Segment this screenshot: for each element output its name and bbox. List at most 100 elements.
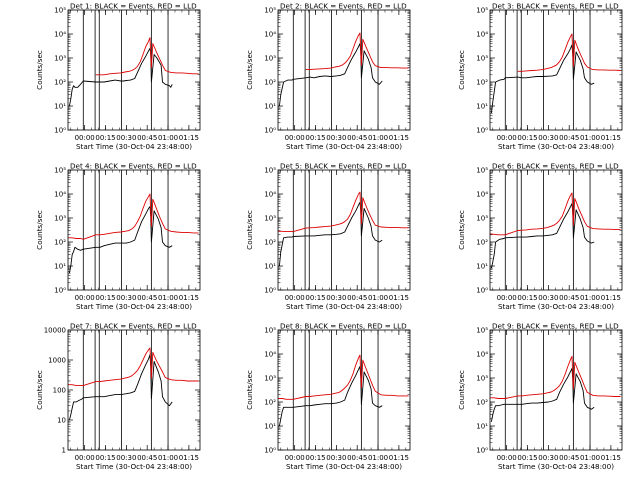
plot-frame: [277, 9, 411, 131]
panel-title: Det 4: BLACK = Events, RED = LLD: [70, 162, 197, 171]
y-axis-label: Counts/sec: [35, 370, 44, 410]
x-tick-label: 01:15: [601, 134, 621, 142]
x-tick-label: 00:30: [116, 134, 136, 142]
panel-title: Det 3: BLACK = Events, RED = LLD: [492, 2, 619, 11]
events-series-line: [278, 201, 383, 267]
y-tick-label: 1: [62, 447, 66, 455]
y-tick-label: 10⁵: [264, 7, 276, 15]
x-tick-label: 00:00: [285, 134, 305, 142]
events-series-line: [68, 206, 173, 274]
y-tick-label: 10³: [54, 55, 66, 63]
y-tick-label: 10²: [476, 239, 488, 247]
plot-frame: [67, 9, 201, 131]
x-tick-label: 00:15: [305, 454, 325, 462]
x-tick-label: 00:45: [347, 294, 367, 302]
y-tick-label: 10¹: [264, 263, 276, 271]
y-tick-label: 10⁴: [476, 31, 488, 39]
x-tick-label: 00:45: [559, 134, 579, 142]
y-tick-label: 1000: [48, 357, 66, 365]
y-tick-label: 10⁵: [476, 327, 488, 335]
x-tick-label: 00:00: [75, 454, 95, 462]
panel-title: Det 1: BLACK = Events, RED = LLD: [70, 2, 197, 11]
x-tick-label: 01:00: [368, 134, 388, 142]
y-axis-label: Counts/sec: [457, 370, 466, 410]
y-tick-label: 10¹: [54, 103, 66, 111]
x-tick-label: 00:15: [305, 134, 325, 142]
x-axis-label: Start Time (30-Oct-04 23:48:00): [76, 462, 192, 471]
y-tick-label: 10⁵: [264, 167, 276, 175]
events-series-line: [68, 47, 173, 107]
x-tick-label: 01:00: [158, 294, 178, 302]
x-tick-label: 00:15: [517, 134, 537, 142]
y-tick-label: 10¹: [476, 263, 488, 271]
y-tick-label: 10¹: [476, 103, 488, 111]
events-series-line: [278, 366, 383, 427]
y-axis-label: Counts/sec: [457, 50, 466, 90]
y-tick-label: 10⁴: [264, 351, 276, 359]
events-series-line: [68, 354, 173, 421]
x-tick-label: 00:15: [517, 294, 537, 302]
panel-det-7: Det 7: BLACK = Events, RED = LLD 1 10 100 10…: [35, 322, 201, 471]
x-tick-label: 00:30: [326, 454, 346, 462]
panel-det-2: Det 2: BLACK = Events, RED = LLD 10⁰ 10¹ 10…: [245, 2, 411, 151]
y-tick-label: 10²: [476, 79, 488, 87]
y-tick-label: 10⁵: [476, 167, 488, 175]
plot-frame: [489, 169, 623, 291]
x-tick-label: 01:00: [158, 134, 178, 142]
x-tick-label: 01:15: [601, 454, 621, 462]
x-tick-label: 01:00: [368, 454, 388, 462]
panel-det-1: Det 1: BLACK = Events, RED = LLD 10⁰ 10¹ 10…: [35, 2, 201, 151]
y-tick-label: 10³: [476, 215, 488, 223]
y-tick-label: 10¹: [264, 103, 276, 111]
y-tick-label: 10¹: [54, 263, 66, 271]
lld-series-line: [278, 191, 409, 233]
lld-series-line: [517, 33, 621, 72]
x-tick-label: 00:45: [137, 454, 157, 462]
y-tick-label: 10⁰: [476, 447, 488, 455]
x-axis-label: Start Time (30-Oct-04 23:48:00): [286, 302, 402, 311]
y-tick-label: 10: [57, 417, 66, 425]
x-tick-label: 00:30: [116, 294, 136, 302]
x-tick-label: 00:30: [116, 454, 136, 462]
x-tick-label: 00:45: [137, 294, 157, 302]
x-tick-label: 00:00: [497, 294, 517, 302]
x-tick-label: 01:15: [389, 454, 409, 462]
y-tick-label: 10⁰: [264, 287, 276, 295]
x-tick-label: 00:30: [326, 134, 346, 142]
panel-title: Det 6: BLACK = Events, RED = LLD: [492, 162, 619, 171]
panel-title: Det 5: BLACK = Events, RED = LLD: [280, 162, 407, 171]
panel-det-3: Det 3: BLACK = Events, RED = LLD 10⁰ 10¹ 10…: [457, 2, 623, 151]
lld-series-line: [68, 347, 199, 387]
y-tick-label: 10⁰: [54, 287, 66, 295]
y-tick-label: 10²: [264, 399, 276, 407]
y-tick-label: 10²: [54, 79, 66, 87]
x-tick-label: 00:45: [347, 454, 367, 462]
x-tick-label: 01:15: [179, 134, 199, 142]
x-tick-label: 01:00: [580, 134, 600, 142]
panel-det-8: Det 8: BLACK = Events, RED = LLD 10⁰ 10¹ 10…: [245, 322, 411, 471]
y-tick-label: 100: [53, 387, 66, 395]
x-tick-label: 00:00: [75, 134, 95, 142]
y-tick-label: 10²: [264, 239, 276, 247]
lld-series-line: [68, 193, 199, 240]
y-tick-label: 10⁵: [54, 167, 66, 175]
lld-series-line: [278, 354, 409, 400]
panel-det-5: Det 5: BLACK = Events, RED = LLD 10⁰ 10¹ 10…: [245, 162, 411, 311]
x-tick-label: 00:45: [347, 134, 367, 142]
x-axis-label: Start Time (30-Oct-04 23:48:00): [286, 142, 402, 151]
x-tick-label: 01:15: [179, 294, 199, 302]
y-tick-label: 10⁴: [476, 191, 488, 199]
y-tick-label: 10⁰: [476, 287, 488, 295]
y-axis-label: Counts/sec: [245, 210, 254, 250]
x-tick-label: 00:15: [95, 294, 115, 302]
y-tick-label: 10³: [264, 215, 276, 223]
y-tick-label: 10²: [54, 239, 66, 247]
x-tick-label: 00:45: [137, 134, 157, 142]
x-tick-label: 01:15: [389, 134, 409, 142]
y-axis-label: Counts/sec: [457, 210, 466, 250]
events-series-line: [490, 203, 595, 269]
x-tick-label: 00:30: [538, 134, 558, 142]
y-axis-label: Counts/sec: [245, 370, 254, 410]
x-tick-label: 00:00: [75, 294, 95, 302]
